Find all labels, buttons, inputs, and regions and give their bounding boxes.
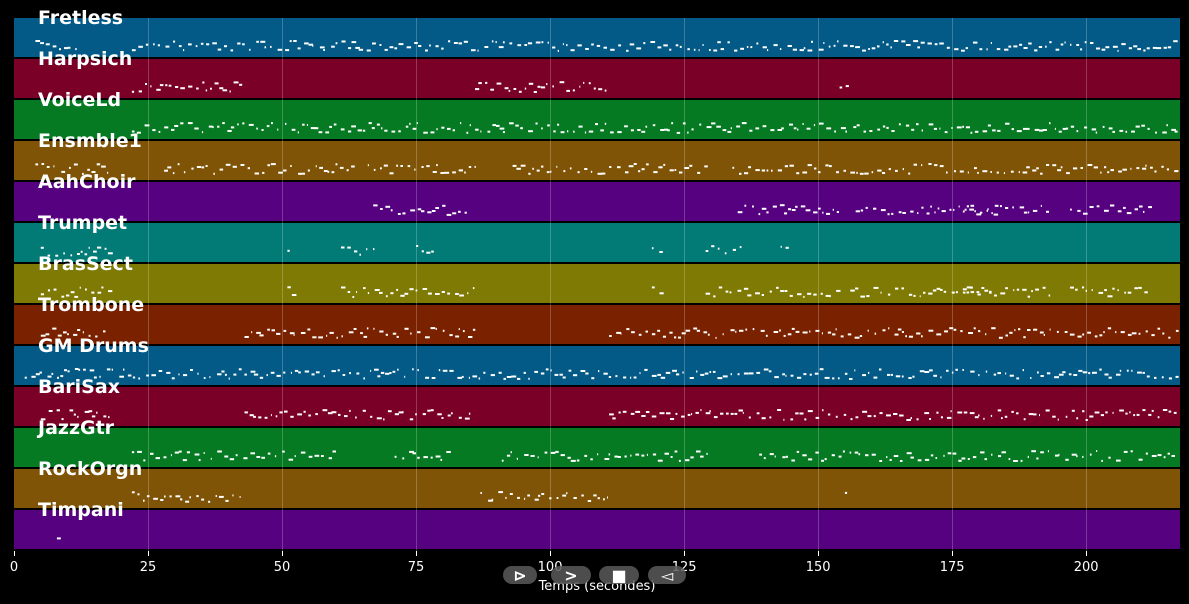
stop-icon: ■: [611, 565, 627, 585]
x-tick: [550, 551, 552, 556]
track-row: [14, 59, 1180, 98]
track-name: Timpani: [38, 499, 124, 521]
x-tick-label: 50: [273, 560, 291, 575]
track-row: [14, 18, 1180, 57]
x-tick-label: 200: [1073, 560, 1099, 575]
track-name: Ensmble1: [38, 130, 142, 152]
track-name: GM Drums: [38, 335, 149, 357]
x-tick: [818, 551, 820, 556]
play-button[interactable]: ⊳: [503, 565, 537, 585]
x-tick-label: 150: [805, 560, 831, 575]
track-name: BrasSect: [38, 253, 133, 275]
track-name: VoiceLd: [38, 89, 122, 111]
forward-button[interactable]: >: [551, 565, 591, 585]
grid-line: [684, 18, 686, 551]
x-tick: [416, 551, 418, 556]
back-icon: ◅: [660, 565, 674, 585]
track-name: Trumpet: [38, 212, 128, 234]
track-row: [14, 428, 1180, 467]
x-tick: [1086, 551, 1088, 556]
x-tick: [684, 551, 686, 556]
track-row: [14, 469, 1180, 508]
track-row: [14, 182, 1180, 221]
track-row: [14, 346, 1180, 385]
track-row: [14, 141, 1180, 180]
x-tick: [282, 551, 284, 556]
back-button[interactable]: ◅: [648, 565, 686, 585]
grid-line: [550, 18, 552, 551]
track-name: JazzGtr: [38, 417, 115, 439]
grid-line: [818, 18, 820, 551]
x-tick: [14, 551, 15, 556]
forward-icon: >: [564, 565, 578, 585]
track-row: [14, 510, 1180, 549]
grid-line: [148, 18, 150, 551]
track-name: BariSax: [38, 376, 120, 398]
track-name: Trombone: [38, 294, 145, 316]
x-tick: [148, 551, 150, 556]
x-tick-label: 0: [9, 560, 19, 575]
track-name: AahChoir: [38, 171, 136, 193]
track-row: [14, 100, 1180, 139]
stop-button[interactable]: ■: [599, 565, 639, 585]
track-row: [14, 264, 1180, 303]
grid-line: [416, 18, 418, 551]
track-area: [14, 18, 1180, 551]
track-row: [14, 387, 1180, 426]
track-name: RockOrgn: [38, 458, 143, 480]
x-tick-label: 175: [939, 560, 965, 575]
x-axis-line: [14, 551, 1180, 552]
track-row: [14, 305, 1180, 344]
grid-line: [282, 18, 284, 551]
track-name: Fretless: [38, 7, 124, 29]
x-tick-label: 75: [407, 560, 425, 575]
play-icon: ⊳: [513, 565, 527, 585]
x-tick-label: 25: [139, 560, 157, 575]
grid-line: [952, 18, 954, 551]
x-tick: [952, 551, 954, 556]
track-row: [14, 223, 1180, 262]
track-name: Harpsich: [38, 48, 133, 70]
grid-line: [1086, 18, 1088, 551]
